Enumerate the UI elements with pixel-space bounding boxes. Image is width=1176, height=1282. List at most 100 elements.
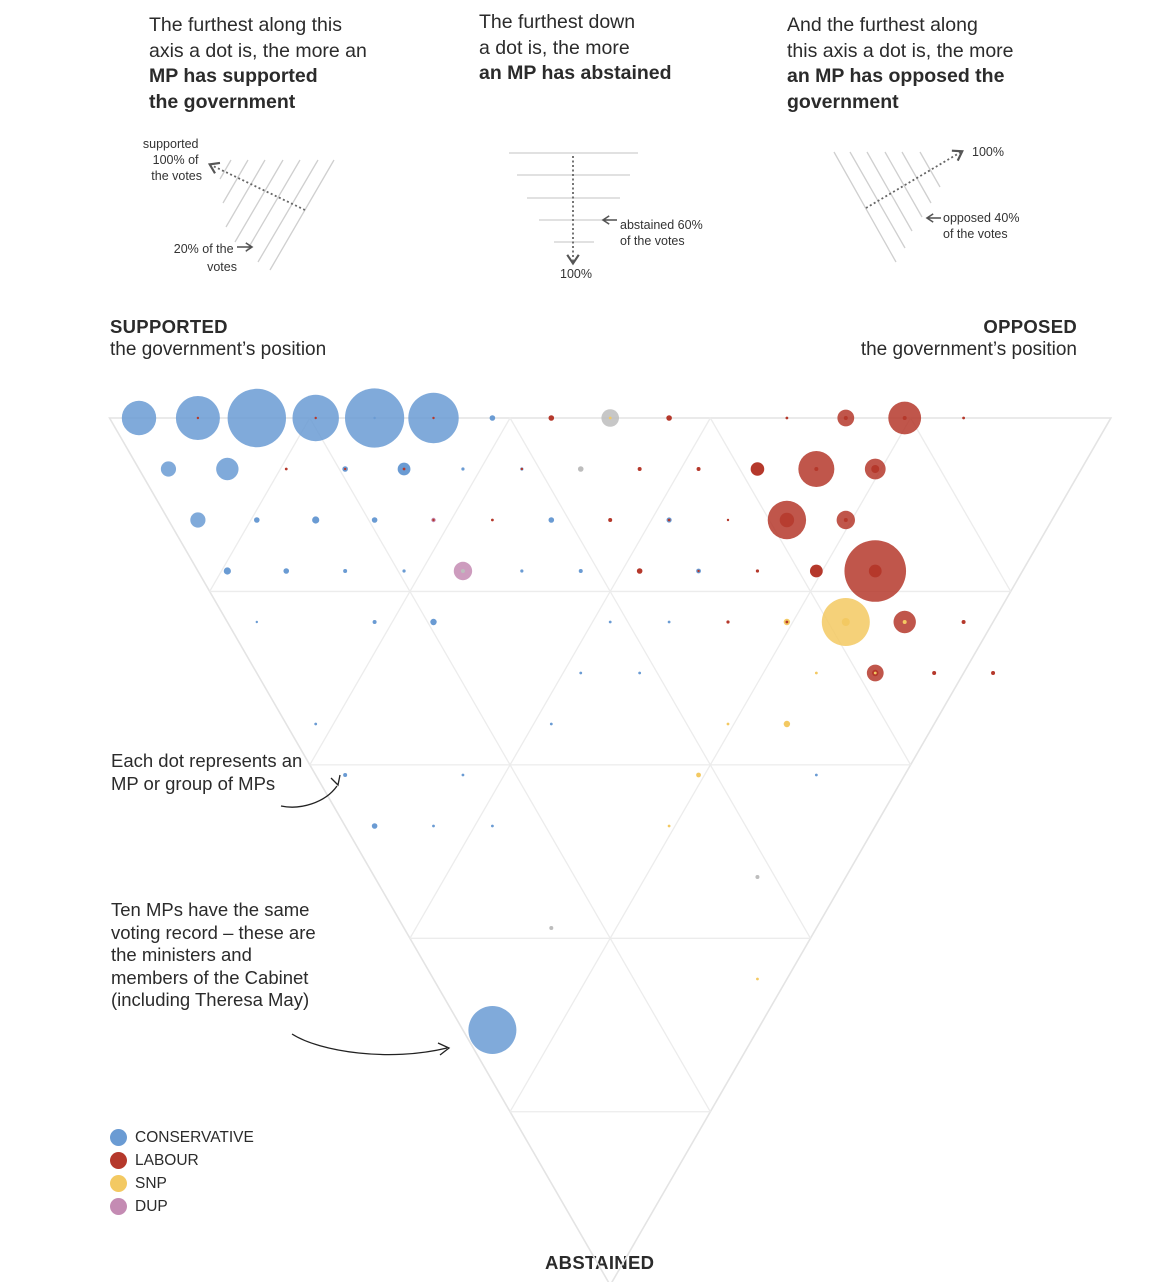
mp-dot (843, 416, 848, 420)
supported-diagram (219, 159, 335, 271)
mp-dot (932, 671, 937, 675)
mp-dot (696, 772, 701, 778)
explainer-supported-line: The furthest along this (149, 14, 342, 36)
mp-dot (491, 518, 494, 522)
mp-dot (491, 824, 494, 828)
mp-dot (868, 564, 882, 578)
mp-dot (160, 461, 177, 477)
ternary-gridline (709, 417, 912, 766)
ten-mps-arrow (291, 1033, 448, 1056)
mp-dot (841, 618, 850, 626)
explainer-abstained-line: The furthest down (479, 11, 636, 33)
abstained-bottom-label: 100% (560, 267, 592, 281)
mp-dot (814, 467, 819, 471)
mp-dot (577, 466, 584, 472)
mp-dot (402, 467, 406, 471)
mp-dot (549, 722, 553, 726)
explainer-supported-line: axis a dot is, the more an (149, 39, 367, 62)
mp-dot (343, 773, 348, 777)
mp-dot (785, 620, 789, 624)
supported-subheading: the government’s position (110, 339, 327, 360)
mp-dot (726, 620, 730, 624)
each-dot-arrowhead (330, 774, 341, 787)
explainer-opposed: And the furthest along this axis a dot i… (787, 13, 1014, 115)
mp-dot (755, 569, 760, 573)
mp-dot (253, 517, 260, 523)
mp-dot (756, 977, 759, 981)
mp-dot (902, 620, 907, 624)
mp-dot (216, 457, 239, 481)
legend-item: LABOUR (110, 1149, 254, 1172)
ten-mps-note-line: voting record – these are (111, 921, 316, 943)
ternary-gridline (910, 417, 1012, 592)
explainer-supported-bold: MP has supported (149, 65, 318, 87)
mp-dot (284, 467, 288, 471)
ten-mps-note-line: members of the Cabinet (111, 966, 309, 988)
opposed-axis-arrow (865, 149, 964, 209)
mp-dot (255, 620, 258, 624)
explainer-supported: The furthest along this axis a dot is, t… (149, 13, 367, 115)
mp-dot (371, 823, 378, 829)
mp-dot (520, 467, 524, 471)
mp-dot (283, 568, 290, 574)
ternary-gridline (209, 417, 311, 592)
ternary-outline (108, 417, 1113, 1282)
mp-dot (548, 517, 555, 523)
ternary-gridline (309, 417, 511, 766)
mp-dot (460, 569, 465, 573)
mp-dot (343, 569, 348, 573)
mp-dot (461, 467, 465, 471)
mp-dot (227, 388, 286, 448)
legend-label: LABOUR (135, 1151, 199, 1169)
mp-dot (489, 415, 496, 421)
explainer-abstained-bold: an MP has abstained (479, 62, 672, 84)
mp-dot (372, 620, 377, 624)
explainer-opposed-bold: government (787, 90, 899, 113)
each-dot-note-line: Each dot represents an (111, 750, 303, 771)
each-dot-note-line: MP or group of MPs (111, 772, 276, 794)
legend-label: CONSERVATIVE (135, 1128, 254, 1146)
mp-dot (314, 722, 318, 726)
mp-dot (548, 415, 555, 421)
mp-dot (785, 416, 789, 420)
mp-dot (697, 569, 700, 573)
legend-item: SNP (110, 1172, 254, 1195)
explainer-opposed-bold: an MP has opposed the (787, 65, 1005, 87)
each-dot-arrow (280, 785, 338, 808)
opposed-side-label: opposed 40% of the votes (943, 211, 1023, 241)
mp-dot (373, 416, 376, 420)
mp-dot (578, 569, 583, 573)
supported-top-label: supported 100% of the votes (143, 137, 202, 183)
legend-item: DUP (110, 1195, 254, 1218)
mp-dot (726, 722, 730, 726)
mp-dot (637, 467, 642, 471)
opposed-heading: OPPOSED (983, 316, 1077, 337)
mp-dot (121, 400, 157, 436)
ten-mps-arrowhead (437, 1042, 451, 1056)
supported-axis-arrow (207, 161, 306, 211)
mp-dot (608, 620, 612, 624)
mp-dot (223, 567, 231, 575)
mp-dot (343, 467, 347, 471)
mp-dot (756, 467, 759, 471)
mp-dot (432, 416, 435, 420)
ternary-grid (108, 417, 1113, 1282)
legend-item: CONSERVATIVE (110, 1126, 254, 1149)
mp-dot (962, 416, 965, 420)
mp-dot (314, 416, 317, 420)
explainer-abstained-line: a dot is, the more (479, 36, 630, 59)
mp-dot (432, 518, 435, 522)
ten-mps-note-line: the ministers and (111, 944, 252, 965)
ternary-gridline (409, 417, 711, 939)
mp-dot (814, 671, 818, 675)
mp-dot (814, 773, 818, 777)
mp-dot (371, 517, 378, 523)
legend-label: DUP (135, 1197, 168, 1215)
mp-dot (696, 467, 701, 471)
mp-dot (667, 518, 671, 522)
explainer-opposed-line: And the furthest along (787, 14, 978, 36)
mp-dot (991, 671, 996, 675)
ten-mps-note: Ten MPs have the same voting record – th… (111, 899, 316, 1012)
mp-dot (779, 512, 795, 528)
